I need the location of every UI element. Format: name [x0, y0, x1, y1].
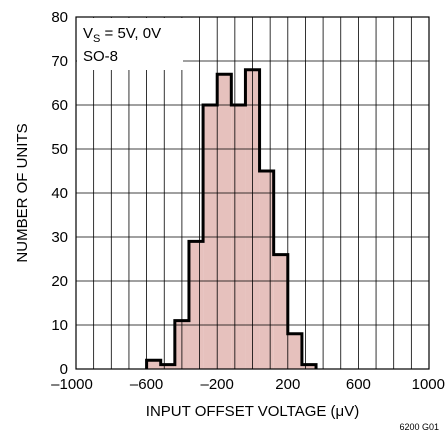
- histogram-bars: [146, 69, 317, 370]
- y-axis-label: NUMBER OF UNITS: [14, 123, 31, 262]
- x-axis-label: INPUT OFFSET VOLTAGE (μV): [146, 403, 359, 420]
- histogram-bar: [217, 74, 232, 369]
- y-tick-label: 40: [51, 185, 68, 202]
- y-tick-label: 70: [51, 53, 68, 70]
- x-tick-label: 600: [346, 376, 371, 393]
- x-tick-label: –200: [201, 376, 234, 393]
- y-tick-label: 50: [51, 141, 68, 158]
- condition-legend-background: [77, 18, 183, 70]
- supply-subscript: S: [93, 33, 100, 45]
- supply-condition-label: VS = 5V, 0V: [83, 25, 161, 45]
- histogram-bar: [301, 364, 317, 369]
- y-tick-label: 80: [51, 9, 68, 26]
- histogram-bar: [188, 241, 204, 369]
- y-tick-label: 10: [51, 317, 68, 334]
- histogram-bar: [259, 171, 274, 369]
- package-label: SO-8: [83, 48, 118, 65]
- plot-frame: [75, 16, 430, 370]
- x-axis-tick-labels: –1000 –600 –200 200 600 1000: [51, 376, 445, 393]
- supply-symbol: V: [83, 25, 93, 42]
- histogram-bar: [160, 364, 175, 369]
- x-tick-label: –600: [130, 376, 163, 393]
- grid-lines: [76, 17, 429, 369]
- supply-values: = 5V, 0V: [100, 25, 161, 42]
- y-axis-tick-labels: 0 10 20 30 40 50 60 70 80: [51, 9, 68, 378]
- histogram-bar: [146, 360, 161, 369]
- x-tick-label: 1000: [412, 376, 445, 393]
- histogram-bar: [273, 254, 288, 369]
- histogram-bar: [287, 333, 302, 369]
- histogram-outline: [145, 68, 318, 369]
- x-tick-label: –1000: [51, 376, 93, 393]
- y-tick-label: 20: [51, 273, 68, 290]
- y-tick-label: 60: [51, 97, 68, 114]
- y-tick-label: 0: [60, 361, 68, 378]
- x-tick-label: 200: [275, 376, 300, 393]
- figure-id: 6200 G01: [399, 422, 439, 432]
- y-tick-label: 30: [51, 229, 68, 246]
- condition-legend-box: VS = 5V, 0V SO-8: [77, 18, 183, 70]
